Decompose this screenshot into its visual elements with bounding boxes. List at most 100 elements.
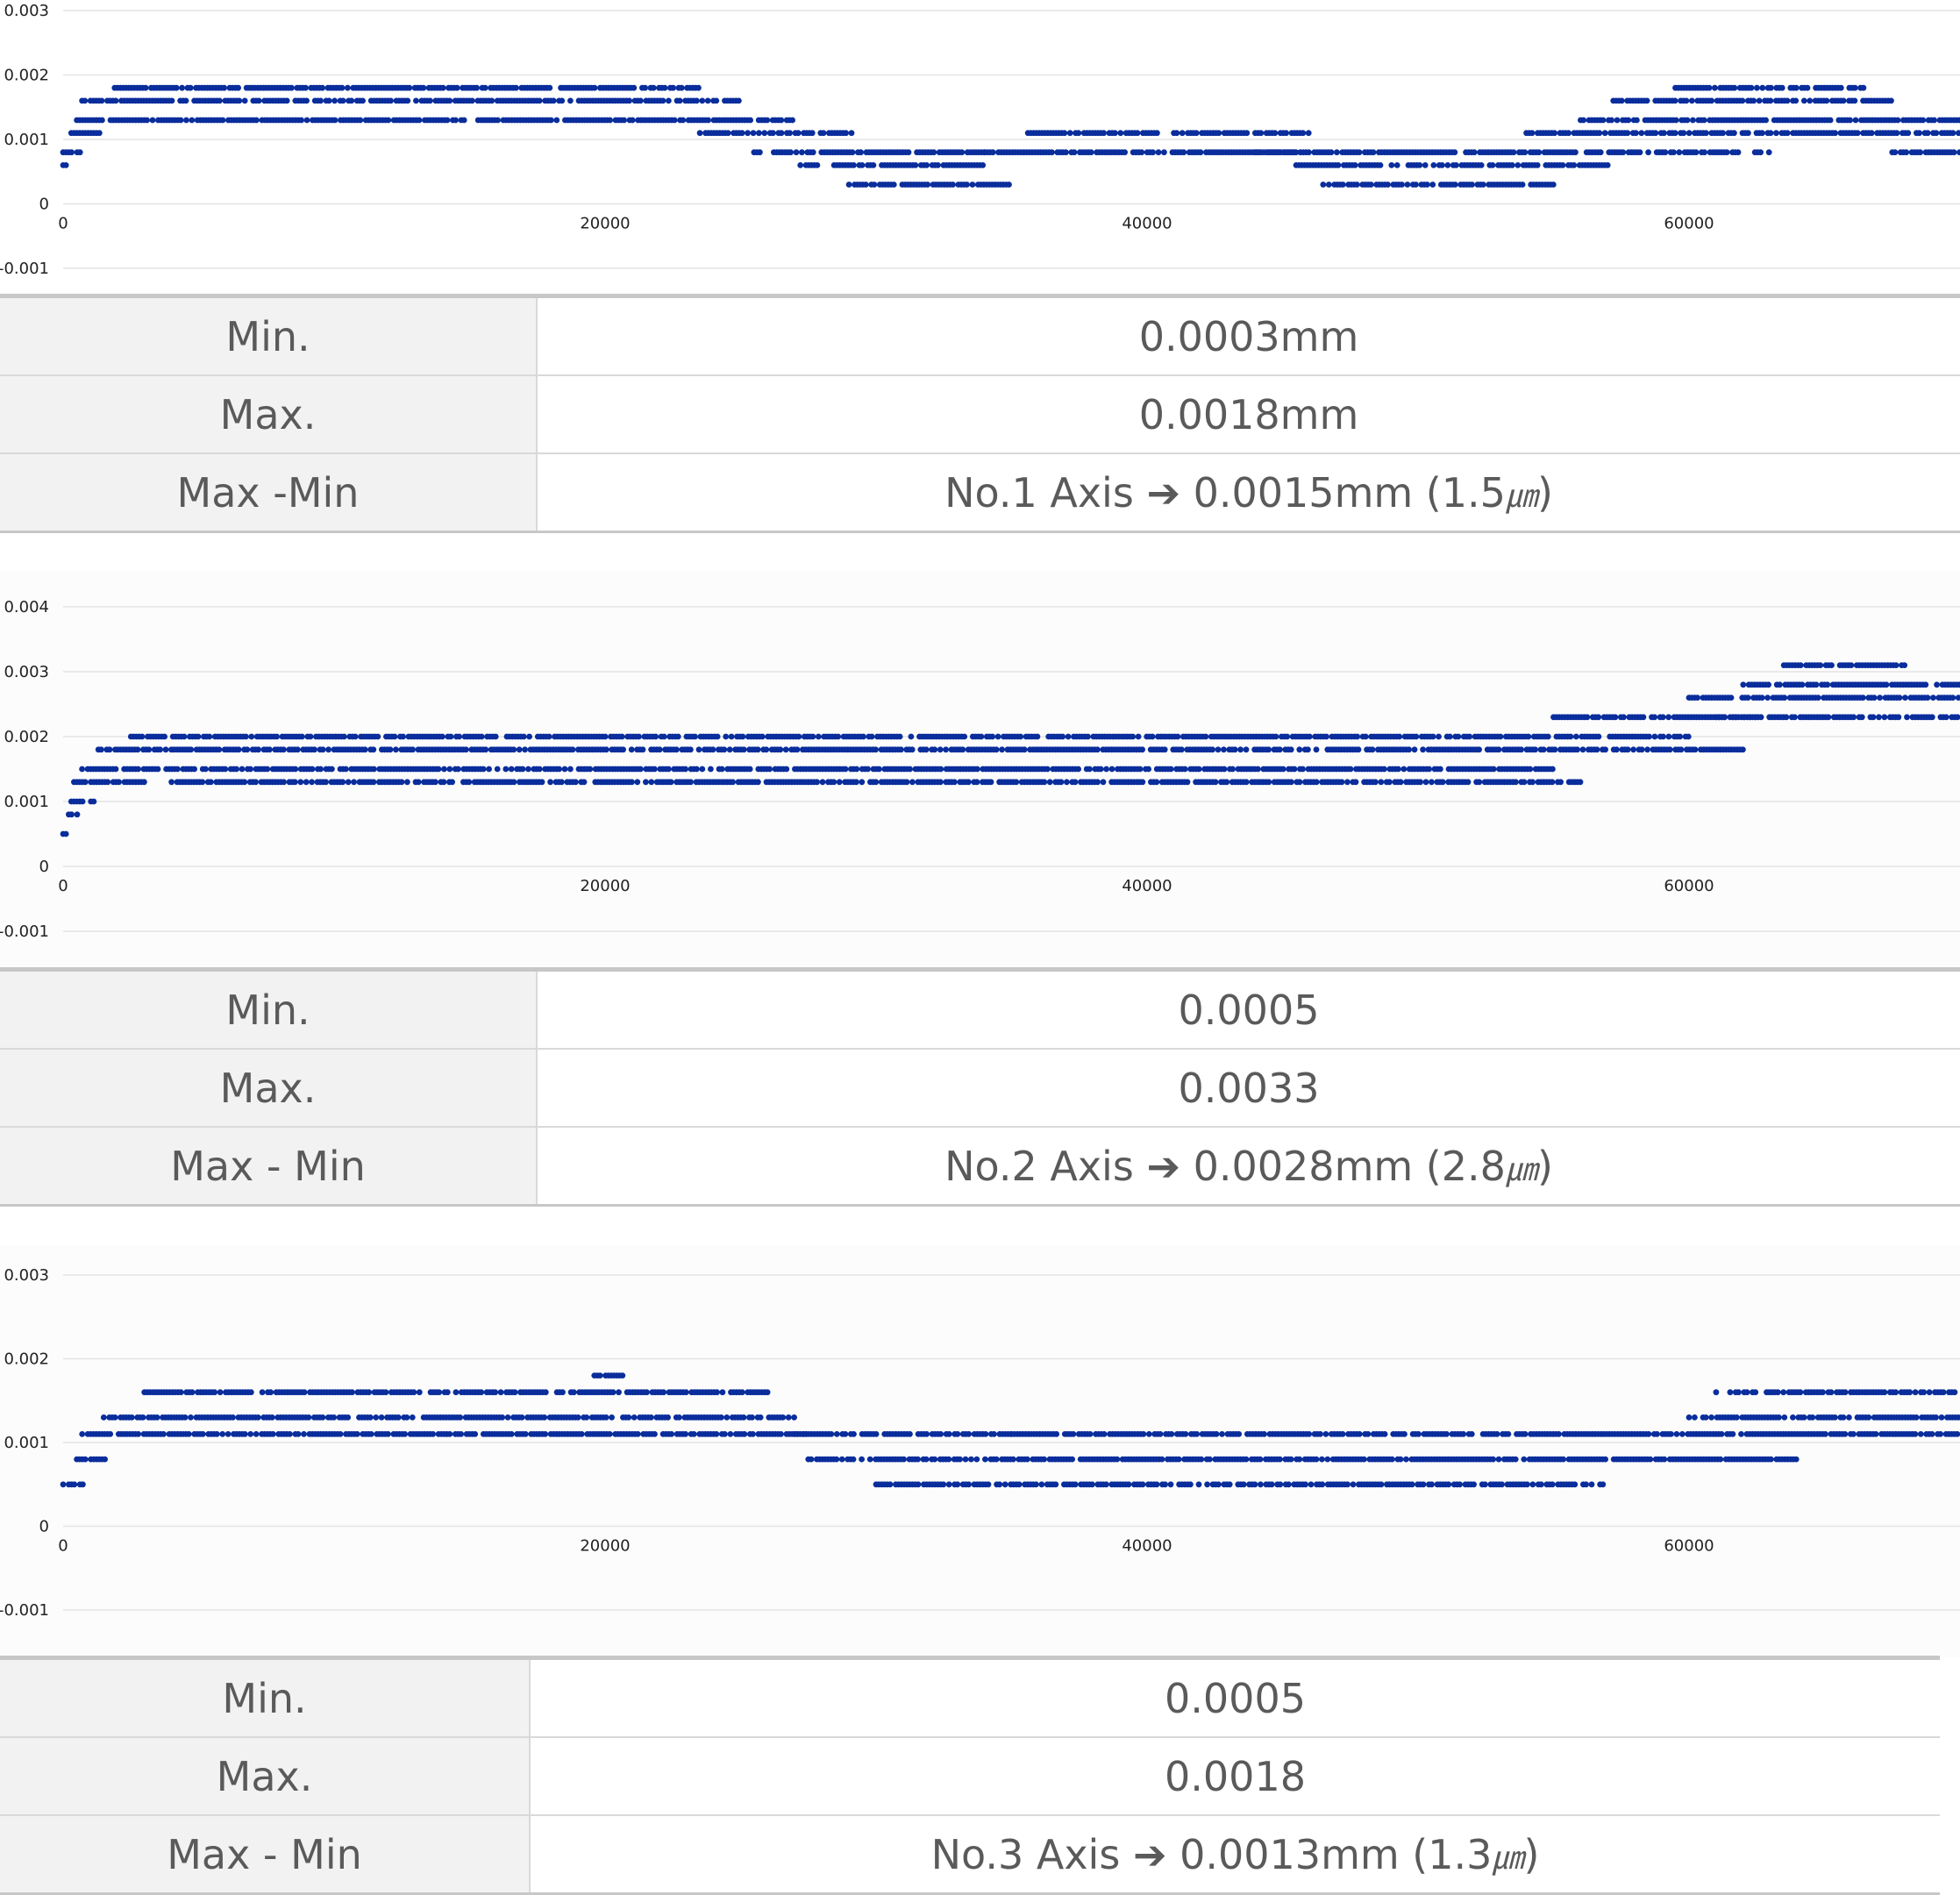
data-point: [189, 1389, 196, 1395]
data-point: [1451, 149, 1458, 155]
data-point: [1413, 182, 1419, 188]
data-point: [1731, 85, 1737, 91]
data-point: [1694, 695, 1700, 701]
data-point: [96, 130, 103, 136]
data-point: [61, 1481, 67, 1487]
data-point: [366, 1389, 372, 1395]
data-point: [1429, 182, 1436, 188]
data-point: [1605, 162, 1611, 168]
data-point: [943, 746, 949, 752]
data-point: [410, 746, 416, 752]
arrow-right-icon: ➔: [1146, 1143, 1180, 1190]
data-point: [1781, 695, 1787, 701]
data-point: [1672, 130, 1678, 136]
data-point: [247, 766, 253, 773]
data-point: [556, 766, 562, 773]
data-point: [843, 1431, 849, 1437]
data-point: [747, 118, 753, 124]
data-point: [846, 182, 852, 188]
data-point: [183, 98, 189, 104]
data-point: [1101, 779, 1107, 785]
y-tick-label: 0.002: [4, 728, 49, 746]
data-point: [1522, 779, 1528, 785]
data-point: [396, 1414, 402, 1421]
data-point: [1372, 779, 1379, 785]
data-point: [994, 746, 1000, 752]
data-point: [479, 734, 485, 740]
data-point: [1430, 734, 1436, 740]
data-point: [217, 98, 223, 104]
data-point: [648, 1414, 654, 1421]
data-point: [1814, 681, 1820, 687]
data-point: [1401, 766, 1407, 773]
data-point: [714, 1431, 720, 1437]
data-point: [1550, 182, 1557, 188]
data-point: [676, 1414, 682, 1421]
data-point: [1759, 130, 1765, 136]
data-point: [699, 98, 705, 104]
row-label: Max -Min: [0, 453, 537, 532]
data-point: [1173, 130, 1180, 136]
data-point: [1785, 130, 1791, 136]
x-tick-label: 40000: [1122, 877, 1172, 895]
data-point: [521, 734, 527, 740]
data-point: [859, 779, 865, 785]
x-tick-label: 0: [58, 215, 68, 233]
data-point: [281, 779, 287, 785]
data-point: [1637, 149, 1643, 155]
data-point: [1490, 1457, 1496, 1463]
data-point: [1798, 662, 1804, 668]
table-row-range: Max - Min No.2 Axis ➔ 0.0028mm (2.8㎛): [0, 1127, 1960, 1206]
data-point: [1429, 779, 1435, 785]
data-point: [1035, 734, 1041, 740]
data-point: [303, 85, 309, 91]
data-point: [697, 130, 703, 136]
data-point: [648, 779, 654, 785]
data-point: [1660, 714, 1666, 720]
data-point: [191, 766, 197, 773]
y-tick-label: 0.004: [4, 598, 49, 616]
data-point: [809, 1457, 815, 1463]
data-point: [562, 766, 568, 773]
data-point: [630, 118, 636, 124]
y-tick-label: 0.002: [4, 1350, 49, 1369]
data-point: [1103, 766, 1109, 773]
data-point: [725, 130, 731, 136]
data-point: [990, 149, 996, 155]
data-point: [1490, 162, 1496, 168]
data-point: [463, 746, 469, 752]
data-point: [1652, 734, 1658, 740]
data-point: [526, 734, 532, 740]
data-point: [410, 1414, 416, 1421]
data-point: [1520, 182, 1526, 188]
data-point: [873, 779, 879, 785]
axis-name: No.1 Axis: [944, 469, 1134, 516]
data-point: [1602, 1457, 1608, 1463]
range-result: 0.0015mm (1.5: [1194, 469, 1506, 516]
data-point: [625, 1414, 631, 1421]
data-point: [741, 1414, 747, 1421]
data-point: [1871, 695, 1878, 701]
data-point: [498, 1389, 504, 1395]
data-point: [1280, 766, 1286, 773]
y-tick-label: 0: [39, 196, 49, 214]
data-point: [1016, 1481, 1023, 1487]
data-point: [188, 746, 194, 752]
data-point: [1817, 662, 1823, 668]
data-point: [417, 118, 423, 124]
data-point: [99, 98, 105, 104]
data-point: [1336, 162, 1342, 168]
data-point: [1750, 98, 1757, 104]
data-point: [1902, 695, 1908, 701]
data-point: [1300, 766, 1306, 773]
data-point: [1956, 130, 1960, 136]
data-point: [1773, 130, 1779, 136]
data-point: [723, 1414, 730, 1421]
data-point: [713, 98, 719, 104]
data-point: [519, 1414, 525, 1421]
data-point: [454, 85, 460, 91]
data-point: [961, 734, 967, 740]
x-tick-label: 60000: [1664, 877, 1714, 895]
data-point: [371, 766, 377, 773]
